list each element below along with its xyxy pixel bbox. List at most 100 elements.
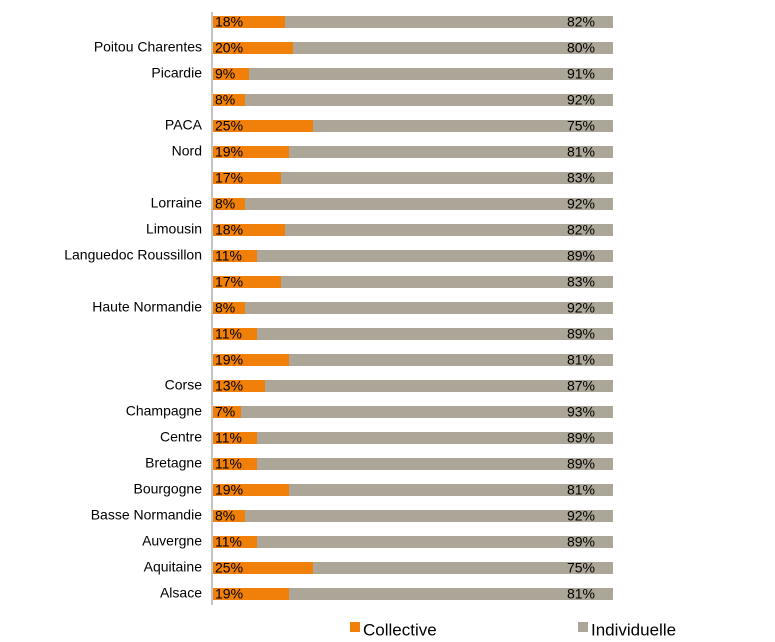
bar-segment [289,588,613,600]
y-tick-label: Haute Normandie [92,299,202,315]
data-label: 81% [567,352,595,368]
bar-segment [293,42,613,54]
data-label: 8% [215,300,235,316]
data-label: 20% [215,40,243,56]
y-tick-label: Centre [160,429,202,445]
bar-segment [245,510,613,522]
data-label: 75% [567,560,595,576]
data-label: 81% [567,482,595,498]
bar-segment [213,328,257,340]
bar-segment [213,250,257,262]
data-label: 19% [215,352,243,368]
data-label: 11% [215,456,242,472]
y-tick-label: Bourgogne [133,481,202,497]
bar-segment [257,250,613,262]
data-label: 89% [567,326,595,342]
data-label: 11% [215,326,242,342]
bar-segment [281,172,613,184]
data-label: 9% [215,66,235,82]
bar-segment [213,172,281,184]
bar-segment [213,536,257,548]
data-label: 17% [215,170,243,186]
y-tick-label: Aquitaine [144,559,203,575]
y-tick-label: Lorraine [151,195,203,211]
data-label: 92% [567,92,595,108]
legend-label: Collective [363,620,437,639]
legend-label: Individuelle [591,620,676,639]
y-tick-label: PACA [165,117,203,133]
data-label: 83% [567,170,595,186]
data-label: 89% [567,456,595,472]
y-tick-label: Champagne [126,403,202,419]
bar-segment [265,380,613,392]
data-label: 82% [567,14,595,30]
y-tick-label: Alsace [160,585,202,601]
y-tick-label: Languedoc Roussillon [64,247,202,263]
y-tick-label: Corse [165,377,203,393]
data-label: 18% [215,222,243,238]
bar-segment [245,302,613,314]
data-label: 92% [567,508,595,524]
legend-swatch [578,622,588,632]
bar-segment [213,354,289,366]
data-label: 8% [215,196,235,212]
bar-segment [257,536,613,548]
data-label: 80% [567,40,595,56]
bar-segment [245,198,613,210]
data-label: 87% [567,378,595,394]
bar-segment [213,16,285,28]
bar-segment [213,588,289,600]
data-label: 81% [567,144,595,160]
bar-segment [313,120,613,132]
y-tick-label: Picardie [151,65,202,81]
data-label: 93% [567,404,595,420]
bar-segment [213,276,281,288]
data-label: 82% [567,222,595,238]
data-label: 11% [215,534,242,550]
bar-segment [213,198,245,210]
bar-segment [213,432,257,444]
bar-segment [213,224,285,236]
y-tick-label: Nord [172,143,202,159]
bar-segment [281,276,613,288]
y-tick-label: Basse Normandie [91,507,202,523]
data-label: 18% [215,14,243,30]
data-label: 92% [567,196,595,212]
bar-segment [213,406,241,418]
data-label: 89% [567,534,595,550]
bar-segment [213,302,245,314]
bar-segment [257,458,613,470]
y-tick-label: Poitou Charentes [94,39,202,55]
bar-segment [285,224,613,236]
data-label: 17% [215,274,243,290]
data-label: 25% [215,118,243,134]
y-tick-label: Auvergne [142,533,202,549]
data-label: 8% [215,92,235,108]
y-tick-label: Bretagne [145,455,202,471]
bar-segment [313,562,613,574]
bar-segment [257,432,613,444]
data-label: 11% [215,430,242,446]
bar-segment [213,68,249,80]
data-label: 89% [567,430,595,446]
data-label: 8% [215,508,235,524]
bar-segment [213,42,293,54]
bar-segment [213,484,289,496]
bar-segment [213,146,289,158]
data-label: 81% [567,586,595,602]
data-label: 7% [215,404,235,420]
data-label: 83% [567,274,595,290]
bar-segment [249,68,613,80]
bar-segment [213,120,313,132]
bar-segment [289,484,613,496]
data-label: 25% [215,560,243,576]
bar-segment [241,406,613,418]
data-label: 19% [215,586,243,602]
legend-swatch [350,622,360,632]
bar-segment [213,510,245,522]
data-label: 19% [215,482,243,498]
y-tick-label: Limousin [146,221,202,237]
data-label: 19% [215,144,243,160]
data-label: 89% [567,248,595,264]
bar-segment [245,94,613,106]
